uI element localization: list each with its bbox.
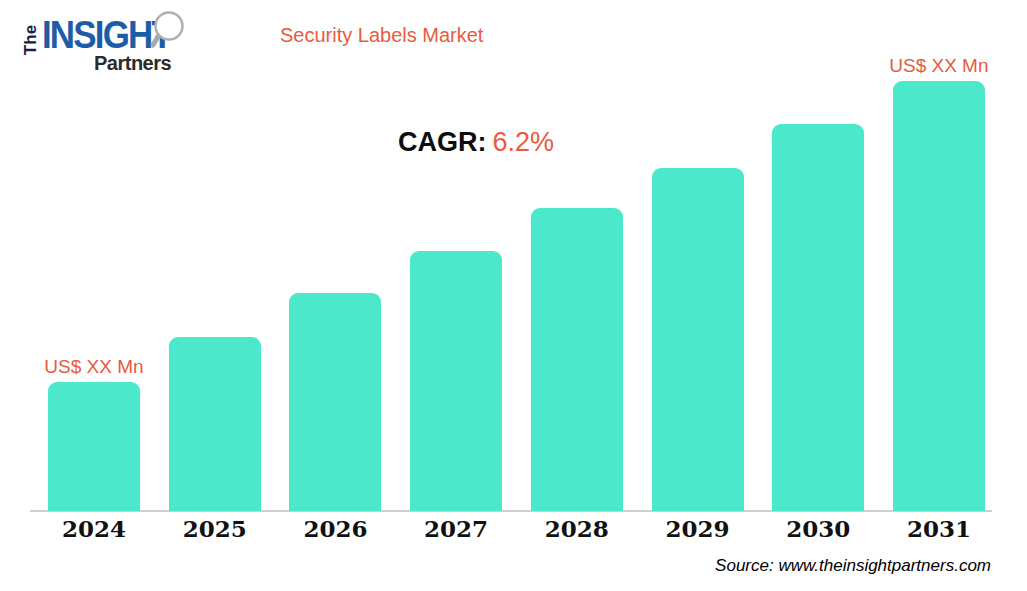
source-attribution: Source: www.theinsightpartners.com bbox=[715, 556, 991, 576]
x-axis-label-2028: 2028 bbox=[545, 515, 609, 542]
bar-2029 bbox=[652, 168, 744, 511]
bar-2028 bbox=[531, 208, 623, 511]
value-label-2031: US$ XX Mn bbox=[889, 55, 988, 77]
bar-2027 bbox=[410, 251, 502, 511]
x-axis-label-2030: 2030 bbox=[786, 515, 850, 542]
chart-canvas: The INSIGHT Partners Security Labels Mar… bbox=[0, 0, 1027, 591]
plot-area: 2024 US$ XX Mn 2025 2026 2027 2028 2029 2030 203… bbox=[0, 0, 1027, 591]
bar-2031 bbox=[893, 81, 985, 511]
x-axis-label-2027: 2027 bbox=[424, 515, 488, 542]
value-label-2024: US$ XX Mn bbox=[44, 356, 143, 378]
x-axis-label-2026: 2026 bbox=[303, 515, 367, 542]
bar-2025 bbox=[169, 337, 261, 511]
x-axis-label-2031: 2031 bbox=[907, 515, 971, 542]
x-axis-label-2024: 2024 bbox=[62, 515, 126, 542]
x-axis-label-2029: 2029 bbox=[665, 515, 729, 542]
bar-2030 bbox=[772, 124, 864, 511]
bar-2024 bbox=[48, 382, 140, 511]
x-axis-label-2025: 2025 bbox=[183, 515, 247, 542]
bar-2026 bbox=[289, 293, 381, 511]
